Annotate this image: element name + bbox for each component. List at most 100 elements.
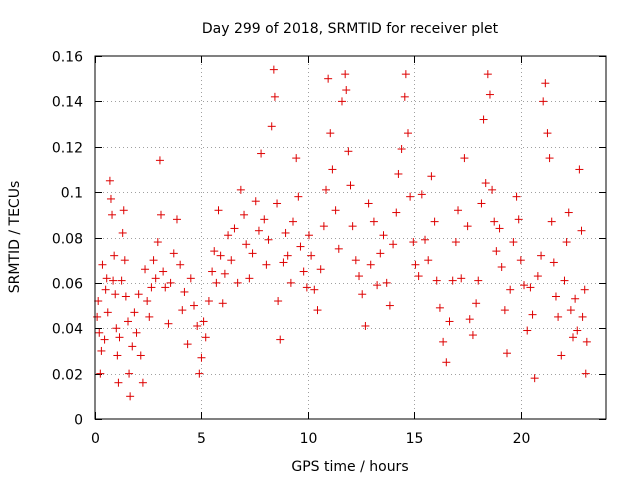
data-point: [195, 369, 204, 378]
data-point: [132, 328, 141, 337]
data-point: [481, 179, 490, 188]
data-point: [406, 192, 415, 201]
data-point: [110, 251, 119, 260]
data-point: [112, 324, 121, 333]
data-point: [468, 331, 477, 340]
data-point: [242, 240, 251, 249]
data-point: [382, 278, 391, 287]
data-point: [500, 306, 509, 315]
data-point: [279, 258, 288, 267]
data-point: [366, 260, 375, 269]
data-point: [120, 256, 129, 265]
data-point: [105, 176, 114, 185]
data-point: [502, 349, 511, 358]
data-point: [166, 278, 175, 287]
data-point: [417, 190, 426, 199]
data-point: [571, 294, 580, 303]
y-axis-title: SRMTID / TECUs: [7, 181, 23, 294]
data-point: [465, 315, 474, 324]
data-point: [448, 276, 457, 285]
data-point: [201, 333, 210, 342]
data-point: [530, 374, 539, 383]
data-point: [289, 217, 298, 226]
data-point: [157, 210, 166, 219]
y-tick-label: 0.04: [52, 322, 83, 338]
data-point: [463, 222, 472, 231]
data-point: [578, 312, 587, 321]
data-point: [218, 299, 227, 308]
data-point: [528, 310, 537, 319]
data-point: [472, 299, 481, 308]
data-point: [220, 269, 229, 278]
data-point: [100, 335, 109, 344]
data-point: [557, 351, 566, 360]
data-point: [442, 358, 451, 367]
data-point: [274, 297, 283, 306]
data-point: [457, 274, 466, 283]
data-point: [373, 281, 382, 290]
x-tick-label: 15: [406, 431, 424, 447]
data-point: [379, 231, 388, 240]
data-point: [394, 169, 403, 178]
data-point: [533, 272, 542, 281]
data-point: [262, 260, 271, 269]
data-point: [326, 129, 335, 138]
data-point: [543, 129, 552, 138]
data-point: [151, 274, 160, 283]
data-point: [141, 265, 150, 274]
y-tick-label: 0.14: [52, 95, 83, 111]
data-point: [427, 172, 436, 181]
data-point: [197, 353, 206, 362]
data-point: [103, 308, 112, 317]
data-point: [190, 301, 199, 310]
data-point: [299, 267, 308, 276]
data-point: [479, 115, 488, 124]
data-point: [523, 326, 532, 335]
data-point: [364, 199, 373, 208]
data-point: [296, 242, 305, 251]
data-point: [346, 181, 355, 190]
data-point: [276, 335, 285, 344]
x-tick-label: 0: [91, 431, 100, 447]
data-point: [260, 215, 269, 224]
data-point: [101, 285, 110, 294]
data-point: [161, 283, 170, 292]
data-point: [98, 260, 107, 269]
data-point: [164, 319, 173, 328]
data-point: [331, 206, 340, 215]
data-point: [245, 274, 254, 283]
data-point: [128, 342, 137, 351]
data-point: [155, 156, 164, 165]
data-point: [454, 206, 463, 215]
data-point: [514, 215, 523, 224]
data-point: [102, 274, 111, 283]
data-point: [392, 208, 401, 217]
data-point: [497, 262, 506, 271]
data-point: [180, 287, 189, 296]
data-point: [348, 222, 357, 231]
y-tick-label: 0: [74, 413, 83, 429]
data-point: [495, 224, 504, 233]
data-point: [96, 369, 105, 378]
data-point: [240, 210, 249, 219]
data-point: [568, 333, 577, 342]
data-point: [224, 231, 233, 240]
axis-ticks: 0 0.02 0.04 0.06 0.08 0.1 0.12 0.14 0.16 0 5 10 15 20: [52, 50, 606, 447]
data-point: [172, 215, 181, 224]
data-point: [208, 267, 217, 276]
data-point: [573, 326, 582, 335]
data-point: [227, 256, 236, 265]
data-point: [322, 185, 331, 194]
data-points: [93, 65, 591, 401]
data-point: [414, 272, 423, 281]
data-point: [549, 258, 558, 267]
data-point: [304, 231, 313, 240]
data-point: [281, 228, 290, 237]
data-point: [537, 251, 546, 260]
plot-frame: [94, 55, 607, 420]
data-point: [126, 392, 135, 401]
data-point: [136, 351, 145, 360]
data-point: [204, 297, 213, 306]
data-point: [432, 276, 441, 285]
